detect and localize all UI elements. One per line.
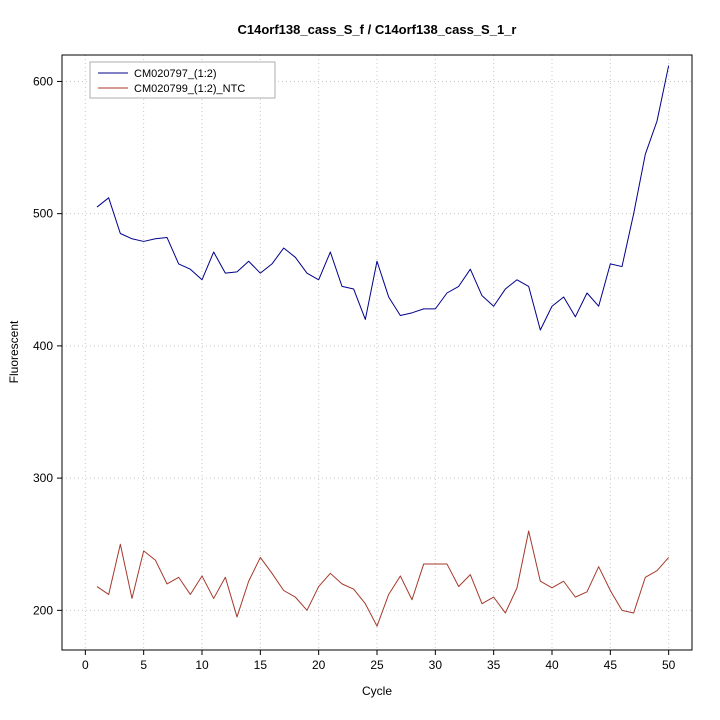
x-tick-label: 10 xyxy=(195,658,209,672)
x-axis-label: Cycle xyxy=(361,684,392,698)
series-line-1 xyxy=(96,530,670,627)
x-tick-label: 30 xyxy=(429,658,443,672)
legend-box xyxy=(89,61,276,99)
chart-title: C14orf138_cass_S_f / C14orf138_cass_S_1_… xyxy=(237,22,517,37)
series-line-0 xyxy=(96,65,670,331)
y-tick-label: 500 xyxy=(33,207,53,221)
y-tick-label: 400 xyxy=(33,339,53,353)
x-tick-label: 50 xyxy=(662,658,676,672)
x-tick-label: 35 xyxy=(487,658,501,672)
legend-label: CM020797_(1:2) xyxy=(134,68,217,80)
x-tick-label: 25 xyxy=(370,658,384,672)
x-tick-label: 15 xyxy=(254,658,268,672)
y-tick-label: 300 xyxy=(33,471,53,485)
x-tick-label: 0 xyxy=(82,658,89,672)
plot-border xyxy=(61,54,693,651)
y-tick-label: 600 xyxy=(33,74,53,88)
y-axis-label: Fluorescent xyxy=(7,320,21,384)
x-tick-label: 40 xyxy=(545,658,559,672)
x-tick-label: 5 xyxy=(140,658,147,672)
x-tick-label: 45 xyxy=(604,658,618,672)
x-tick-label: 20 xyxy=(312,658,326,672)
legend-label: CM020799_(1:2)_NTC xyxy=(134,83,245,95)
y-tick-label: 200 xyxy=(33,603,53,617)
